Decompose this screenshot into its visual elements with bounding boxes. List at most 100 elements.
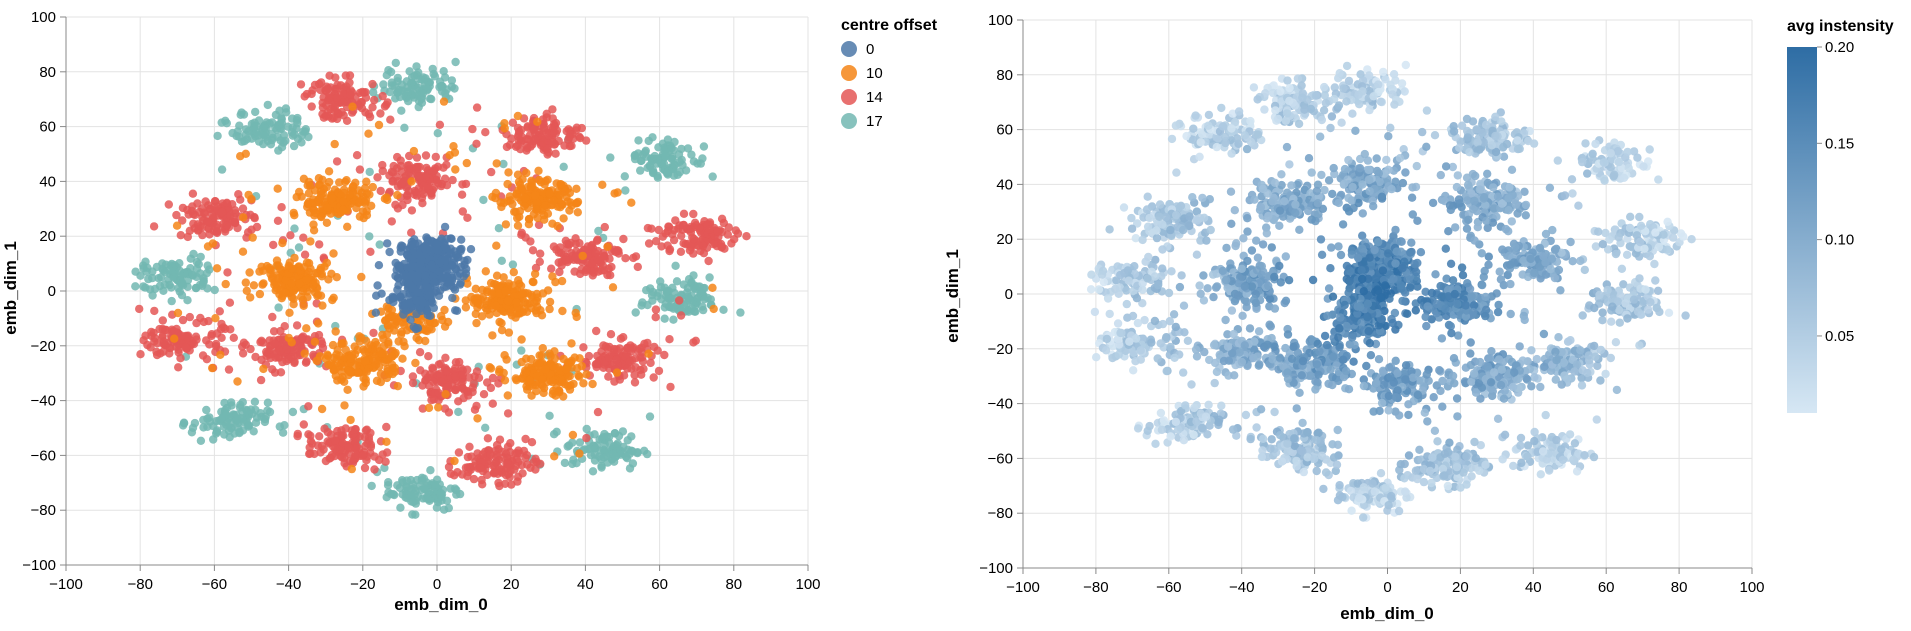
left-data-point (582, 370, 591, 379)
left-data-point (346, 415, 355, 425)
left-data-point (430, 72, 440, 81)
left-data-point (258, 280, 267, 289)
left-data-point (550, 452, 559, 461)
left-data-point (709, 239, 718, 249)
left-data-point (305, 181, 315, 190)
left-data-point (338, 438, 347, 448)
left-data-point (448, 261, 457, 270)
left-data-point (676, 311, 686, 320)
left-data-point (210, 285, 219, 295)
left-data-point (612, 368, 622, 377)
left-data-point (445, 151, 454, 160)
left-data-point (255, 289, 265, 299)
left-data-point (420, 271, 430, 280)
left-data-point (293, 113, 302, 123)
left-data-point (378, 450, 387, 459)
left-data-point (292, 321, 302, 330)
left-data-point (186, 254, 195, 263)
left-data-point (571, 253, 580, 262)
right-data-point (1172, 168, 1181, 177)
left-x-tick-label: −40 (276, 576, 301, 593)
left-data-point (305, 443, 314, 452)
left-data-point (299, 233, 308, 242)
right-data-point (1369, 92, 1378, 101)
left-data-point (282, 345, 291, 354)
left-data-point (374, 362, 384, 371)
right-data-point (1430, 131, 1440, 140)
right-data-point (1281, 116, 1291, 126)
left-data-point (587, 240, 597, 250)
left-data-point (277, 203, 286, 212)
right-data-point (1190, 403, 1199, 413)
left-data-point (266, 353, 275, 363)
left-data-point (407, 177, 416, 186)
right-data-point (1249, 83, 1259, 92)
left-data-point (177, 291, 187, 300)
left-data-point (159, 347, 168, 356)
left-data-point (378, 160, 387, 170)
left-data-point (496, 198, 505, 207)
right-data-point (1329, 163, 1338, 173)
right-data-point (1227, 124, 1236, 133)
left-data-point (329, 293, 338, 302)
left-data-point (324, 167, 334, 176)
left-data-point (239, 213, 248, 222)
right-data-point (1619, 173, 1629, 182)
left-data-point (314, 319, 323, 328)
left-data-point (244, 420, 253, 430)
left-data-point (522, 168, 531, 178)
left-data-point (603, 270, 612, 280)
left-data-point (378, 91, 387, 101)
left-data-point (675, 296, 684, 305)
left-data-point (641, 146, 650, 155)
left-data-point (304, 402, 313, 411)
left-data-point (368, 103, 377, 112)
left-data-point (717, 242, 727, 251)
left-data-point (172, 210, 181, 220)
left-data-point (611, 452, 620, 461)
left-data-point (683, 292, 693, 301)
left-data-point (556, 203, 565, 212)
right-data-point (1359, 483, 1369, 492)
left-data-point (419, 484, 429, 493)
left-data-point (300, 263, 309, 272)
left-data-point (690, 218, 700, 227)
left-data-point (188, 202, 197, 211)
left-data-point (362, 367, 371, 376)
left-data-point (562, 239, 572, 249)
left-data-point (610, 245, 619, 254)
left-data-point (202, 405, 211, 415)
right-data-point (1087, 270, 1096, 279)
right-data-point (1583, 169, 1592, 178)
left-data-point (366, 448, 375, 457)
left-data-point (150, 306, 159, 316)
left-data-point (678, 160, 687, 170)
left-data-point (188, 189, 198, 198)
left-data-point (234, 190, 243, 199)
right-data-point (1502, 139, 1512, 149)
left-data-point (398, 354, 407, 363)
right-data-point (1633, 153, 1642, 162)
left-data-point (555, 191, 565, 200)
left-data-point (500, 351, 509, 360)
left-data-point (440, 222, 450, 232)
left-data-point (472, 318, 481, 328)
right-data-point (1578, 311, 1587, 320)
left-data-point (497, 326, 507, 335)
right-data-point (1204, 121, 1213, 130)
right-data-point (1592, 415, 1602, 424)
left-data-point (520, 202, 529, 211)
left-data-point (244, 127, 253, 136)
left-data-point (705, 225, 714, 234)
right-data-point (1387, 491, 1396, 501)
left-data-point (691, 307, 700, 316)
right-data-point (1376, 97, 1386, 106)
left-data-point (441, 390, 450, 399)
left-data-point (346, 90, 355, 99)
left-data-point (565, 206, 574, 215)
left-data-point (339, 205, 348, 215)
left-data-point (344, 443, 354, 452)
left-data-point (172, 221, 182, 230)
left-data-point (354, 186, 363, 195)
left-data-point (483, 296, 492, 306)
